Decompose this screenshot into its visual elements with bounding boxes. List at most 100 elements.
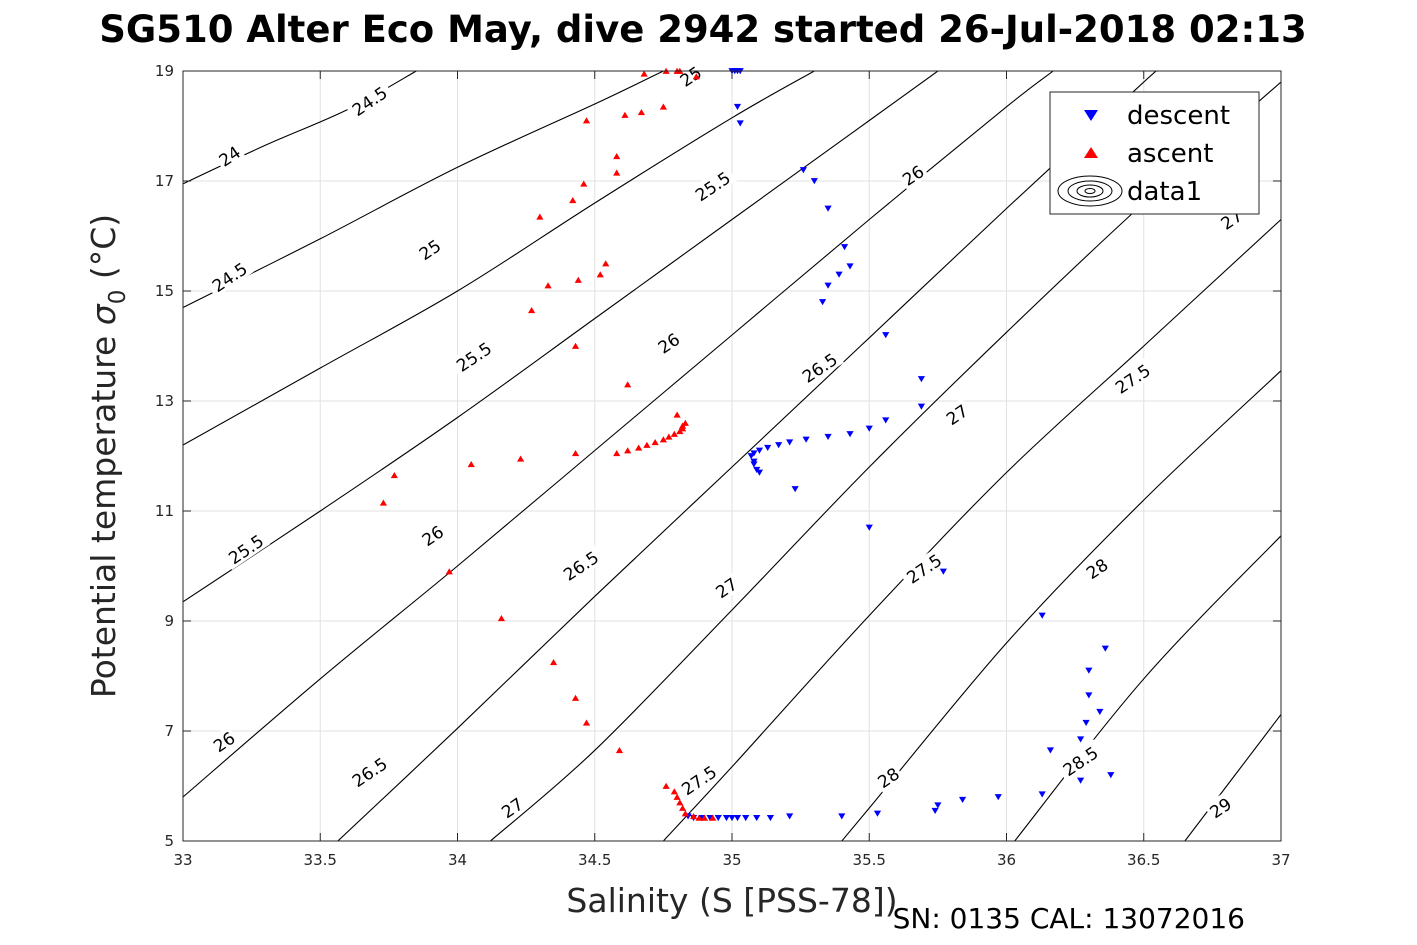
descent-point (733, 103, 742, 110)
ascent-point (582, 117, 591, 124)
ascent-point (467, 461, 475, 468)
y-tick-label: 17 (155, 172, 174, 190)
descent-point (755, 469, 764, 476)
x-axis-label: Salinity (S [PSS-78]) (566, 881, 897, 920)
contour-line-26 (183, 71, 1054, 798)
contour-line-25 (183, 71, 815, 446)
contour-label-backing (896, 159, 930, 191)
ascent-point (602, 260, 610, 267)
descent-point (755, 447, 764, 454)
contour-label-backing (1107, 357, 1157, 400)
descent-point (1096, 708, 1104, 715)
ascent-point (613, 153, 621, 160)
ascent-point (635, 444, 643, 451)
ascent-point (637, 109, 646, 116)
ascent-point (497, 615, 506, 622)
series-ascent (379, 67, 717, 821)
contour-label-backing (1080, 552, 1113, 584)
x-tick-label: 36.5 (1127, 851, 1160, 869)
ascent-point (549, 659, 558, 666)
ascent-point (624, 447, 632, 454)
x-tick-label: 37 (1271, 851, 1290, 869)
descent-point (840, 244, 849, 251)
descent-point (810, 178, 818, 185)
ascent-point (709, 814, 717, 821)
contour-label-backing (794, 346, 844, 389)
contour-label-backing (1055, 739, 1105, 782)
contour-label-backing (204, 255, 254, 298)
y-axis-label: Potential temperature σ0 (°C) (84, 214, 131, 698)
ascent-point (689, 813, 698, 820)
descent-point (753, 815, 761, 822)
ascent-point (517, 455, 525, 462)
ascent-point (678, 804, 687, 811)
descent-point (824, 433, 832, 440)
contour-label-backing (555, 544, 606, 587)
descent-point (799, 167, 807, 174)
ascent-point (571, 694, 580, 701)
contour-line-29 (1184, 714, 1281, 841)
legend-ascent-marker (1084, 147, 1098, 158)
y-axis-label-subscript: 0 (105, 290, 131, 305)
descent-point (1077, 777, 1085, 784)
ascent-point (536, 213, 544, 220)
descent-point (1038, 612, 1046, 619)
ascent-point (692, 73, 700, 80)
descent-point (865, 524, 873, 531)
descent-point (846, 263, 854, 270)
axis-ticks: 33 33.5 34 34.5 35 35.5 36 36.5 37 5 7 9 11 13 15 17 19 (155, 62, 1291, 869)
y-tick-label: 11 (155, 502, 174, 520)
ascent-point (544, 282, 552, 289)
contour-label-backing (207, 725, 241, 757)
ascent-point (621, 111, 629, 118)
descent-point (939, 568, 947, 575)
descent-point (775, 442, 783, 449)
y-tick-label: 9 (164, 612, 174, 630)
contour-label-backing (220, 527, 271, 570)
contour-label-backing (687, 164, 737, 207)
descent-point (917, 376, 926, 383)
descent-point (736, 120, 744, 127)
ascent-point (651, 439, 659, 446)
contour-line-24-5 (183, 71, 664, 308)
legend-descent-label: descent (1127, 101, 1230, 131)
ascent-point (582, 719, 591, 726)
ascent-point (379, 499, 387, 506)
y-tick-label: 15 (155, 282, 174, 300)
descent-point (722, 815, 731, 822)
contour-label-backing (413, 233, 446, 265)
legend-ascent-label: ascent (1127, 139, 1213, 169)
ascent-point (700, 814, 709, 821)
legend: descent ascent data1 (1049, 91, 1260, 215)
ascent-point (640, 70, 648, 77)
descent-point (791, 486, 799, 493)
y-axis-label-symbol: σ (84, 303, 123, 325)
ascent-point (596, 271, 604, 278)
contour-line-28-5 (1014, 535, 1281, 841)
descent-point (846, 431, 854, 438)
descent-point (1107, 772, 1115, 779)
descent-point (786, 439, 794, 446)
contour-label-backing (709, 571, 743, 603)
contour-label-backing (212, 139, 246, 172)
contour-line-27-5 (662, 219, 1281, 841)
x-tick-label: 34.5 (578, 851, 611, 869)
y-tick-label: 5 (164, 832, 174, 850)
descent-point (838, 813, 846, 820)
descent-point (1085, 692, 1093, 699)
y-tick-label: 19 (155, 62, 174, 80)
contour-label-backing (495, 791, 529, 823)
descent-point (824, 205, 832, 212)
descent-point (934, 802, 942, 809)
y-tick-label: 13 (155, 392, 174, 410)
ascent-point (673, 793, 681, 800)
x-tick-label: 33 (173, 851, 192, 869)
ascent-point (624, 381, 632, 388)
contour-label-backing (344, 79, 394, 122)
ascent-point (569, 197, 577, 204)
contour-line-28 (841, 370, 1281, 841)
descent-point (873, 810, 882, 817)
ascent-point (670, 788, 678, 795)
contour-label-backing (651, 326, 685, 359)
descent-point (917, 403, 926, 410)
